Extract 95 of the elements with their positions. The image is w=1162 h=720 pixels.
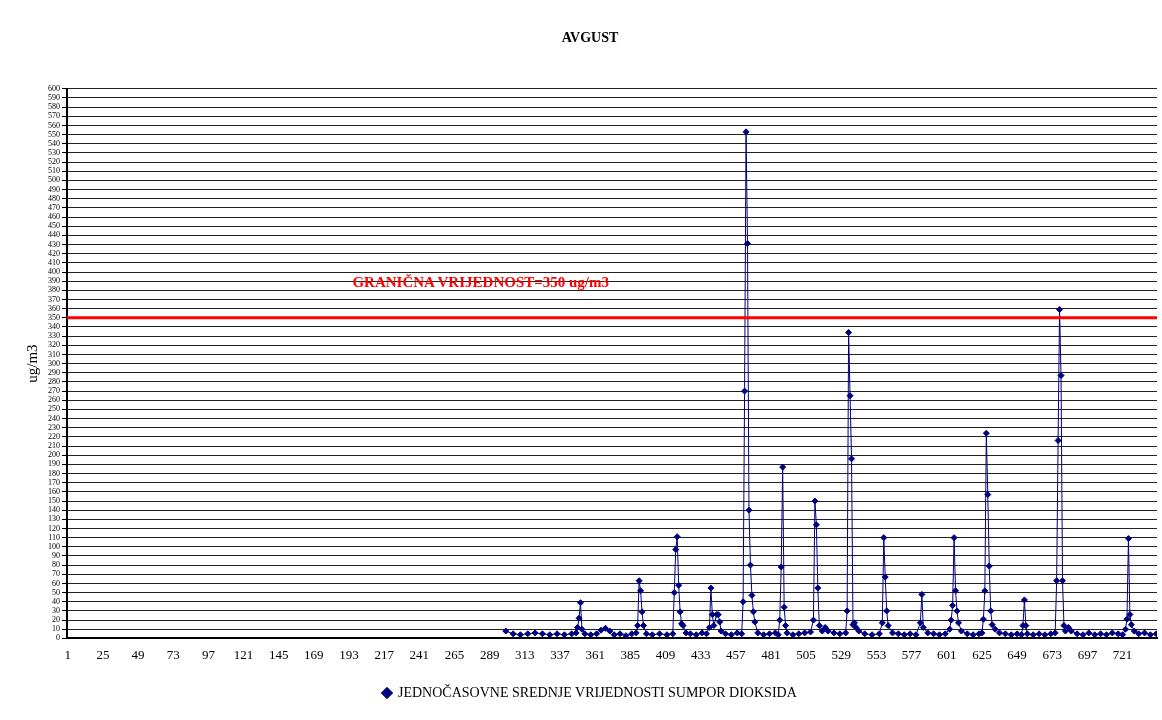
y-tick-label: 240 <box>48 413 60 423</box>
x-tick-label: 49 <box>131 646 145 662</box>
y-tick-label: 290 <box>48 367 60 377</box>
y-tick-label: 380 <box>48 285 60 295</box>
y-tick-label: 180 <box>48 468 60 478</box>
legend-label: JEDNOČASOVNE SREDNJE VRIJEDNOSTI SUMPOR DIOKSIDA <box>397 683 798 700</box>
y-tick-label: 210 <box>48 441 60 451</box>
y-tick-label: 480 <box>48 193 60 203</box>
x-tick-label: 217 <box>374 646 395 662</box>
x-tick-label: 1 <box>64 646 71 662</box>
y-tick-label: 270 <box>48 386 60 396</box>
x-tick-label: 433 <box>690 646 711 662</box>
x-tick-label: 97 <box>201 646 216 662</box>
y-tick-label: 310 <box>48 349 60 359</box>
x-tick-label: 313 <box>515 646 535 662</box>
y-tick-label: 430 <box>48 239 60 249</box>
x-tick-label: 721 <box>1112 646 1133 662</box>
x-tick-label: 169 <box>304 646 324 662</box>
y-tick-label: 490 <box>48 184 60 194</box>
y-tick-label: 520 <box>48 157 60 167</box>
y-tick-label: 190 <box>48 459 60 469</box>
x-tick-label: 337 <box>550 646 571 662</box>
y-tick-label: 280 <box>48 377 60 387</box>
y-tick-label: 300 <box>48 358 60 368</box>
y-tick-label: 200 <box>48 450 60 460</box>
y-tick-label: 70 <box>52 569 60 579</box>
x-tick-label: 697 <box>1077 646 1098 662</box>
y-axis-title: ug/m3 <box>23 344 40 383</box>
y-tick-label: 360 <box>48 303 60 313</box>
y-tick-label: 100 <box>48 541 60 551</box>
x-tick-label: 481 <box>761 646 781 662</box>
chart-title: AVGUST <box>561 30 619 46</box>
y-tick-label: 90 <box>52 551 60 561</box>
y-tick-label: 330 <box>48 331 60 341</box>
x-tick-label: 145 <box>268 646 289 662</box>
x-tick-label: 121 <box>233 646 254 662</box>
y-tick-label: 370 <box>48 294 60 304</box>
x-tick-label: 505 <box>796 646 816 662</box>
y-tick-label: 590 <box>48 93 60 103</box>
y-tick-label: 460 <box>48 212 60 222</box>
x-tick-label: 25 <box>96 646 110 662</box>
y-tick-label: 580 <box>48 102 60 112</box>
x-tick-label: 625 <box>972 646 992 662</box>
y-tick-label: 440 <box>48 230 60 240</box>
x-tick-label: 265 <box>444 646 465 662</box>
y-tick-label: 540 <box>48 138 60 148</box>
y-tick-label: 160 <box>48 486 60 496</box>
y-tick-label: 570 <box>48 111 60 121</box>
y-tick-label: 20 <box>52 615 60 625</box>
y-tick-label: 550 <box>48 129 60 139</box>
y-tick-label: 30 <box>52 606 60 616</box>
y-tick-label: 340 <box>48 322 60 332</box>
x-tick-label: 673 <box>1042 646 1062 662</box>
x-tick-label: 193 <box>339 646 359 662</box>
x-tick-label: 529 <box>831 646 852 662</box>
y-tick-label: 140 <box>48 505 60 515</box>
y-tick-label: 220 <box>48 431 60 441</box>
x-tick-label: 409 <box>655 646 676 662</box>
y-tick-label: 250 <box>48 404 60 414</box>
x-tick-label: 241 <box>409 646 430 662</box>
y-tick-label: 400 <box>48 267 60 277</box>
y-tick-label: 120 <box>48 523 60 533</box>
x-tick-label: 601 <box>937 646 957 662</box>
x-tick-label: 73 <box>166 646 180 662</box>
x-tick-label: 577 <box>901 646 922 662</box>
y-tick-label: 530 <box>48 148 60 158</box>
y-tick-label: 560 <box>48 120 60 130</box>
y-tick-label: 150 <box>48 496 60 506</box>
y-tick-label: 60 <box>52 578 60 588</box>
y-tick-label: 410 <box>48 257 60 267</box>
y-tick-label: 0 <box>56 633 60 643</box>
y-tick-label: 450 <box>48 221 60 231</box>
y-tick-label: 510 <box>48 166 60 176</box>
y-tick-label: 600 <box>48 83 60 93</box>
x-tick-label: 553 <box>866 646 887 662</box>
y-tick-label: 320 <box>48 340 60 350</box>
y-tick-label: 50 <box>52 587 60 597</box>
y-tick-label: 170 <box>48 477 60 487</box>
x-tick-label: 361 <box>585 646 605 662</box>
x-tick-label: 649 <box>1007 646 1027 662</box>
y-tick-label: 390 <box>48 276 60 286</box>
y-tick-label: 40 <box>52 596 60 606</box>
y-tick-label: 350 <box>48 312 60 322</box>
x-tick-label: 385 <box>620 646 641 662</box>
y-tick-label: 110 <box>48 532 60 542</box>
y-tick-label: 230 <box>48 422 60 432</box>
y-tick-label: 260 <box>48 395 60 405</box>
x-tick-label: 289 <box>479 646 500 662</box>
y-tick-label: 420 <box>48 248 60 258</box>
y-tick-label: 500 <box>48 175 60 185</box>
x-tick-label: 457 <box>726 646 747 662</box>
y-tick-label: 80 <box>52 560 60 570</box>
y-tick-label: 10 <box>52 624 60 634</box>
y-tick-label: 470 <box>48 202 60 212</box>
y-tick-label: 130 <box>48 514 60 524</box>
